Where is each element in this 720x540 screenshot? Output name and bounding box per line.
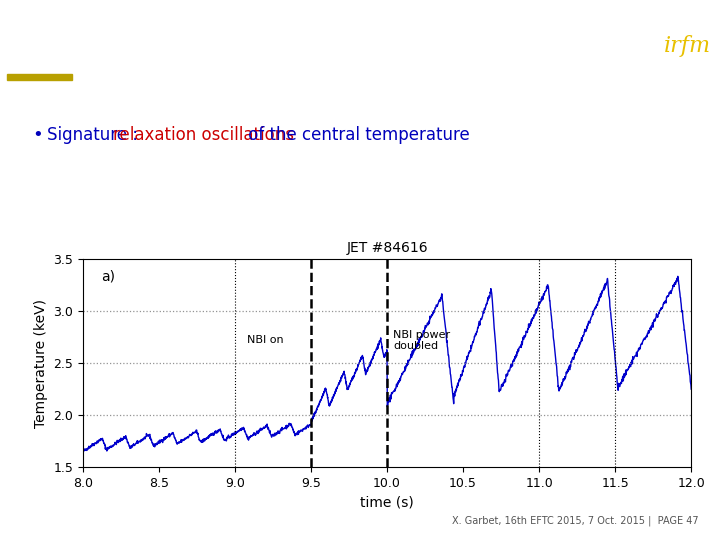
Text: Internal kink mode and sawteeth: Internal kink mode and sawteeth [139,35,581,58]
Text: a): a) [101,269,115,284]
Text: NBI power
doubled: NBI power doubled [393,330,450,352]
Y-axis label: Temperature (keV): Temperature (keV) [34,299,48,428]
Title: JET #84616: JET #84616 [346,241,428,255]
Text: NBI on: NBI on [247,335,284,345]
Text: of the central temperature: of the central temperature [243,126,470,144]
Text: Signature :: Signature : [47,126,143,144]
Bar [7,74,72,80]
Text: relaxation oscillations: relaxation oscillations [113,126,294,144]
Text: X. Garbet, 16th EFTC 2015, 7 Oct. 2015 |  PAGE 47: X. Garbet, 16th EFTC 2015, 7 Oct. 2015 |… [451,516,698,526]
X-axis label: time (s): time (s) [360,495,414,509]
Text: cea: cea [13,21,66,48]
Text: irfm: irfm [664,35,711,57]
Text: DE LA RECHERCHE À L'INDUSTRIE: DE LA RECHERCHE À L'INDUSTRIE [0,6,86,11]
Text: •: • [32,126,43,144]
